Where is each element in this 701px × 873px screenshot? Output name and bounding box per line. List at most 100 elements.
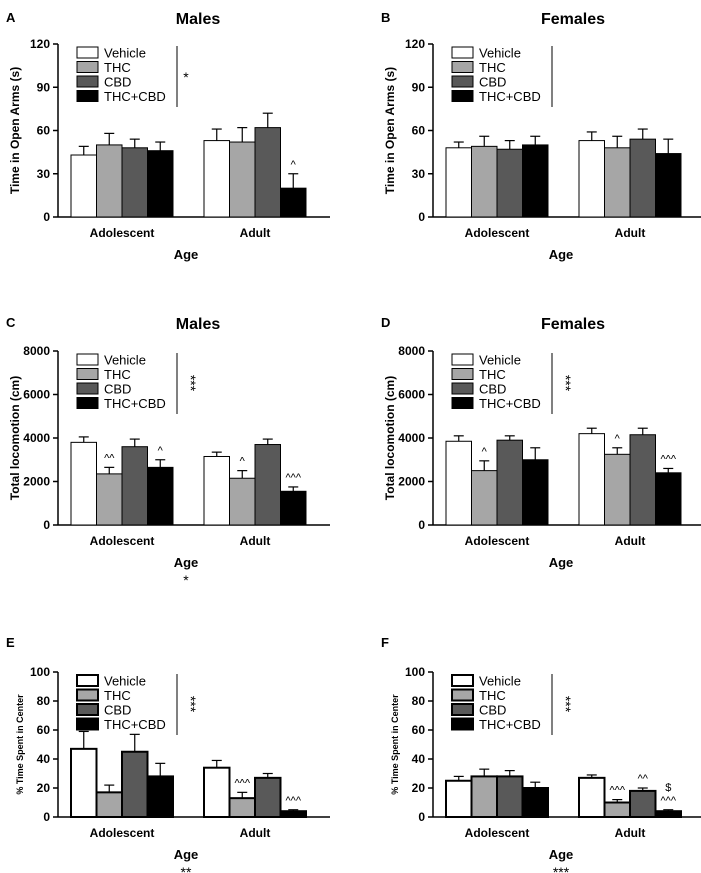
y-axis-label: Time in Open Arms (s) [383, 67, 397, 194]
legend-label: THC [479, 367, 506, 382]
treatment-main-effect-marker: *** [183, 696, 199, 713]
bar-thc-plus-cbd [521, 787, 549, 818]
legend-label: THC+CBD [479, 396, 541, 411]
bar-thc [470, 775, 498, 819]
treatment-main-effect-marker: *** [558, 696, 574, 713]
x-category-label: Adolescent [465, 826, 530, 840]
x-category-label: Adolescent [465, 534, 530, 548]
bar-vehicle [445, 147, 472, 218]
legend-label: THC [479, 60, 506, 75]
y-axis-label: Time in Open Arms (s) [8, 67, 22, 194]
significance-marker: ^ [158, 445, 164, 457]
bar-thc [228, 797, 256, 819]
bar-thc [603, 801, 631, 818]
legend-swatch [451, 353, 474, 366]
y-tick-label: 20 [412, 781, 426, 795]
x-category-label: Adolescent [90, 826, 155, 840]
significance-marker: ^^^ [286, 472, 302, 484]
y-tick-label: 90 [37, 80, 51, 94]
legend-label: CBD [479, 75, 506, 90]
y-tick-label: 0 [418, 518, 425, 532]
y-tick-label: 80 [37, 694, 51, 708]
bar-cbd [496, 439, 523, 526]
significance-marker: ^^^ [286, 795, 302, 807]
legend-swatch [451, 674, 474, 687]
legend-label: THC [104, 367, 131, 382]
bar-thc-plus-cbd [655, 472, 682, 526]
legend-swatch [76, 688, 99, 702]
legend-label: CBD [104, 382, 131, 397]
y-tick-label: 4000 [23, 431, 50, 445]
legend-label: Vehicle [104, 674, 146, 689]
bar-thc-plus-cbd [279, 810, 307, 819]
bar-cbd [629, 138, 656, 218]
bar-thc [604, 453, 631, 526]
bar-vehicle [203, 140, 230, 218]
legend-swatch [76, 46, 99, 59]
bar-vehicle [578, 433, 605, 526]
y-tick-label: 2000 [398, 475, 425, 489]
bar-thc [96, 144, 123, 218]
legend-swatch [451, 75, 474, 88]
chart-panel-c: C Males 0 2000 4000 6000 8000 Total locomotion … [6, 315, 330, 588]
bar-thc [229, 141, 256, 218]
bar-thc-plus-cbd [280, 490, 307, 526]
bar-thc-plus-cbd [147, 150, 174, 218]
panel-letter: F [381, 635, 389, 650]
panel-letter: D [381, 315, 390, 330]
age-main-effect-marker: ** [181, 864, 192, 873]
x-category-label: Adult [615, 826, 646, 840]
y-tick-label: 0 [43, 210, 50, 224]
bar-vehicle [70, 747, 98, 818]
significance-marker: ^^^ [661, 795, 677, 807]
legend-swatch [76, 397, 99, 409]
treatment-main-effect-marker: *** [183, 375, 199, 392]
age-main-effect-marker: * [183, 572, 189, 588]
panel-title: Females [541, 316, 605, 333]
legend-swatch [451, 382, 474, 395]
bar-cbd [496, 775, 524, 819]
significance-marker: ^^^ [235, 777, 251, 789]
bar-thc-plus-cbd [280, 187, 307, 218]
legend-swatch [451, 368, 474, 380]
y-axis-label: Total locomotion (cm) [8, 376, 22, 500]
legend-label: Vehicle [479, 674, 521, 689]
legend-swatch [451, 90, 474, 102]
x-axis-label: Age [174, 247, 199, 262]
bar-thc [471, 470, 498, 526]
legend-label: CBD [479, 703, 506, 718]
significance-marker: ^^^ [661, 453, 677, 465]
y-tick-label: 6000 [398, 388, 425, 402]
bar-thc [471, 145, 498, 218]
treatment-main-effect-marker: * [183, 69, 189, 85]
bar-vehicle [203, 766, 231, 819]
legend-label: THC [104, 688, 131, 703]
legend-label: THC+CBD [104, 717, 166, 732]
y-tick-label: 60 [412, 124, 426, 138]
bar-vehicle [445, 440, 472, 526]
legend-label: Vehicle [104, 353, 146, 368]
panel-letter: B [381, 10, 390, 25]
panel-title: Males [176, 11, 221, 28]
panel-title: Females [541, 11, 605, 28]
bar-cbd [254, 776, 282, 818]
legend-label: Vehicle [479, 46, 521, 61]
chart-panel-d: D Females 0 2000 4000 6000 8000 Total locomotio… [381, 315, 701, 570]
bar-cbd [496, 148, 523, 218]
legend-swatch [76, 353, 99, 366]
y-tick-label: 0 [43, 810, 50, 824]
y-axis-label: % Time Spent in Center [15, 694, 25, 795]
y-tick-label: 40 [37, 752, 51, 766]
bar-thc [229, 477, 256, 526]
legend-swatch [451, 703, 474, 716]
legend-swatch [76, 382, 99, 395]
bar-vehicle [445, 779, 473, 818]
legend-swatch [76, 674, 99, 687]
y-tick-label: 0 [418, 810, 425, 824]
chart-panel-f: F 0 20 40 60 80 100 % Time Spent in Center Adole… [381, 635, 701, 873]
y-tick-label: 60 [412, 723, 426, 737]
legend-label: THC+CBD [104, 89, 166, 104]
bar-thc [604, 147, 631, 218]
y-tick-label: 100 [30, 665, 50, 679]
